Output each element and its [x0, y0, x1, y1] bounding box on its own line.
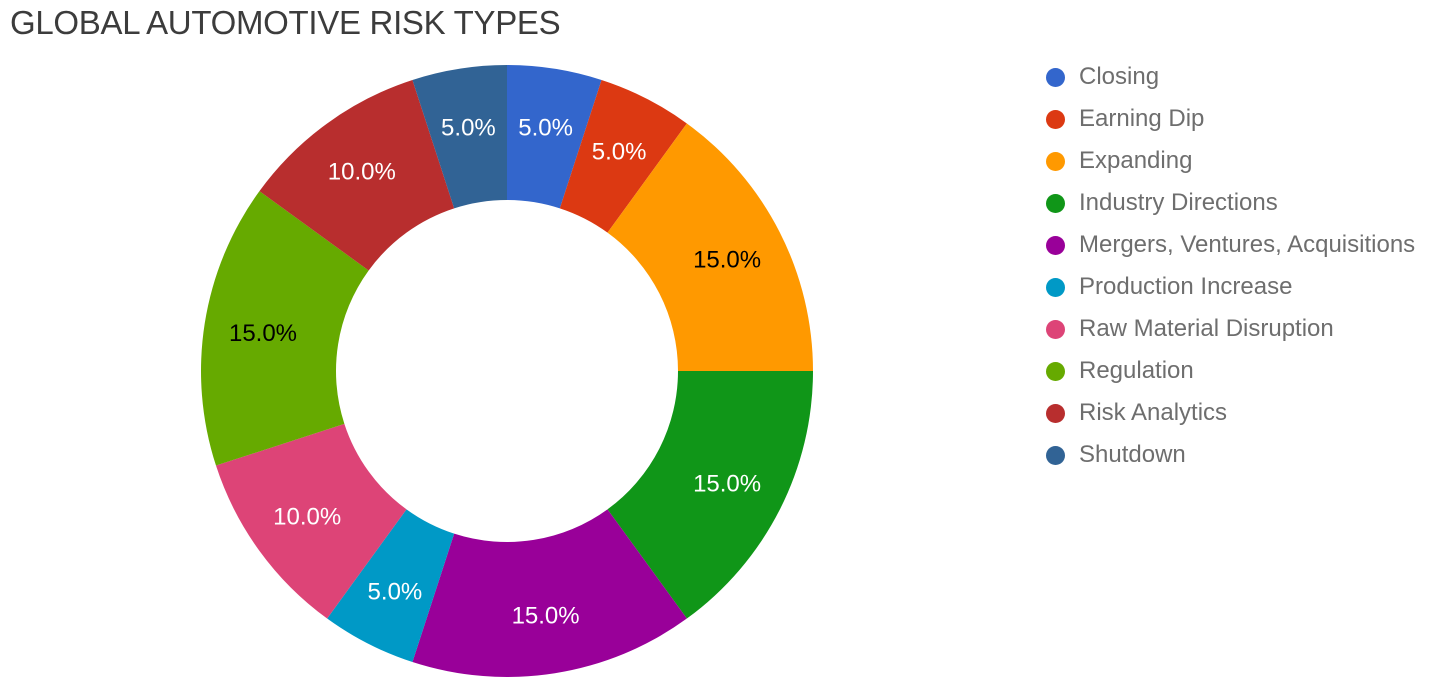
legend-item-production-increase: Production Increase	[1046, 266, 1415, 308]
legend-swatch-shutdown	[1046, 445, 1065, 465]
legend-label-production-increase: Production Increase	[1079, 273, 1293, 300]
pie-slice-risk-analytics[interactable]	[259, 79, 455, 271]
legend-label-shutdown: Shutdown	[1079, 441, 1186, 468]
pie-slice-shutdown[interactable]	[412, 65, 507, 209]
pie-slice-industry-directions[interactable]	[607, 371, 813, 619]
legend-swatch-risk-analytics	[1046, 403, 1065, 423]
pie-slice-expanding[interactable]	[607, 123, 813, 371]
legend-swatch-raw-material-disruption	[1046, 319, 1065, 339]
legend-label-earning-dip: Earning Dip	[1079, 105, 1205, 132]
legend-label-risk-analytics: Risk Analytics	[1079, 399, 1228, 426]
legend-item-risk-analytics: Risk Analytics	[1046, 392, 1415, 434]
legend-swatch-mergers-ventures-acquisitions	[1046, 235, 1065, 255]
legend-label-mergers-ventures-acquisitions: Mergers, Ventures, Acquisitions	[1079, 231, 1416, 258]
legend-swatch-closing	[1046, 67, 1065, 87]
pie-slice-raw-material-disruption[interactable]	[215, 423, 407, 619]
legend-item-expanding: Expanding	[1046, 140, 1415, 182]
legend-item-closing: Closing	[1046, 56, 1415, 98]
legend-item-shutdown: Shutdown	[1046, 434, 1415, 476]
legend-item-mergers-ventures-acquisitions: Mergers, Ventures, Acquisitions	[1046, 224, 1415, 266]
legend-label-closing: Closing	[1079, 63, 1160, 90]
legend-label-expanding: Expanding	[1079, 147, 1193, 174]
legend-item-regulation: Regulation	[1046, 350, 1415, 392]
pie-slice-mergers-ventures-acquisitions[interactable]	[412, 509, 687, 677]
legend-item-industry-directions: Industry Directions	[1046, 182, 1415, 224]
legend-label-industry-directions: Industry Directions	[1079, 189, 1278, 216]
pie-slice-closing[interactable]	[507, 65, 602, 209]
legend-item-raw-material-disruption: Raw Material Disruption	[1046, 308, 1415, 350]
chart-title: GLOBAL AUTOMOTIVE RISK TYPES	[10, 4, 561, 41]
legend-item-earning-dip: Earning Dip	[1046, 98, 1415, 140]
legend: Closing Earning Dip Expanding Industry Dire…	[1046, 56, 1415, 476]
legend-swatch-industry-directions	[1046, 193, 1065, 213]
legend-label-regulation: Regulation	[1079, 357, 1194, 384]
pie-slice-earning-dip[interactable]	[559, 79, 687, 233]
legend-swatch-expanding	[1046, 151, 1065, 171]
legend-swatch-regulation	[1046, 361, 1065, 381]
legend-swatch-production-increase	[1046, 277, 1065, 297]
legend-label-raw-material-disruption: Raw Material Disruption	[1079, 315, 1334, 342]
pie-slice-regulation[interactable]	[201, 191, 369, 466]
legend-swatch-earning-dip	[1046, 109, 1065, 129]
pie-slice-production-increase[interactable]	[327, 509, 455, 663]
